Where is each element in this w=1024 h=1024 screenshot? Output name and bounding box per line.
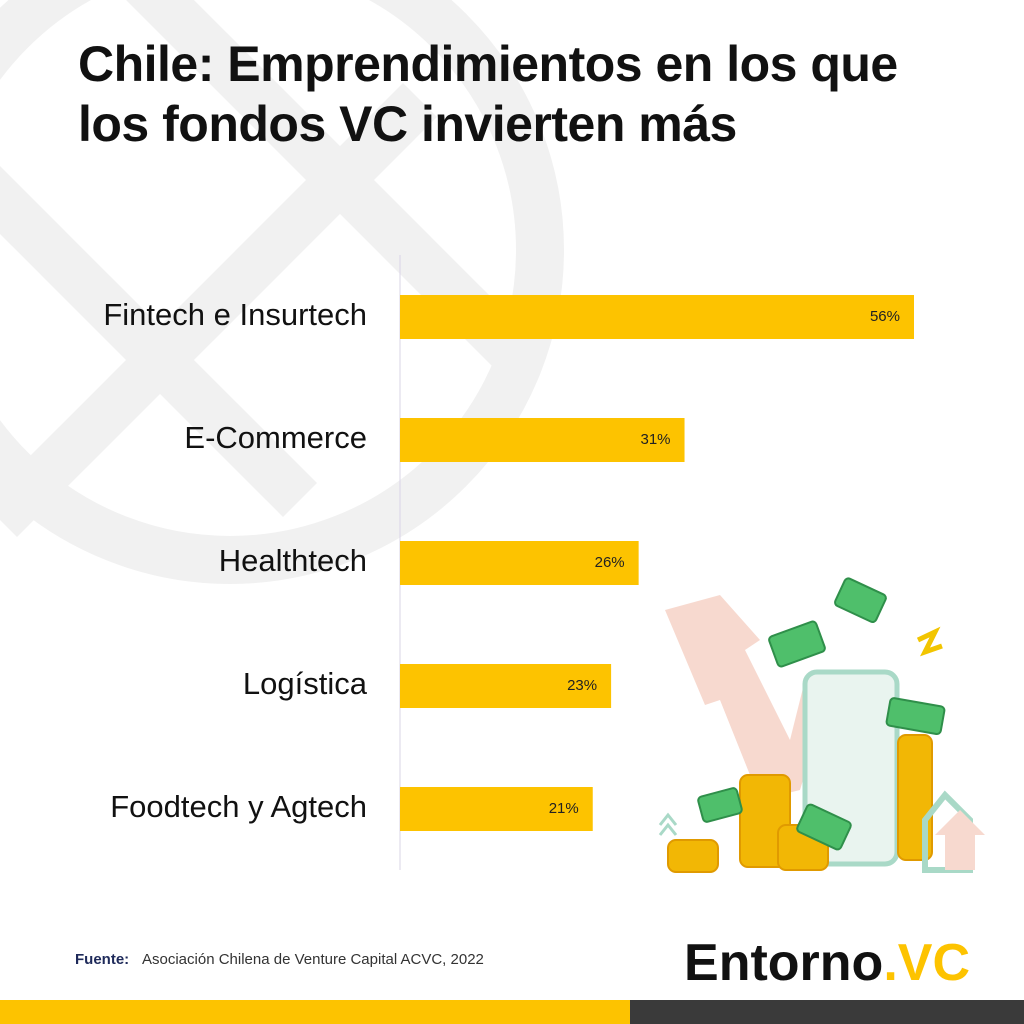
background-pattern [0, 0, 564, 584]
brand: Entorno.VC [684, 934, 970, 992]
brand-main: Entorno [684, 934, 883, 992]
category-label: Logística [243, 666, 368, 701]
illustration [658, 577, 985, 873]
bar [400, 418, 685, 462]
category-label: Healthtech [219, 543, 367, 578]
chart-title: Chile: Emprendimientos en los que los fo… [78, 36, 898, 152]
source: Asociación Chilena de Venture Capital AC… [142, 951, 484, 968]
value-label: 23% [567, 677, 597, 694]
footer-bar-yellow [0, 1000, 630, 1024]
brand-accent: .VC [883, 934, 970, 992]
value-label: 31% [641, 431, 671, 448]
source-label: Fuente: [75, 951, 129, 968]
value-label: 56% [870, 308, 900, 325]
category-label: E-Commerce [184, 420, 367, 455]
category-label: Fintech e Insurtech [103, 297, 367, 332]
category-label: Foodtech y Agtech [110, 789, 367, 824]
bar [400, 541, 639, 585]
bar [400, 295, 914, 339]
bar [400, 664, 612, 708]
footer-bar-dark [630, 1000, 1024, 1024]
value-label: 21% [549, 800, 579, 817]
bar [400, 787, 593, 831]
value-label: 26% [595, 554, 625, 571]
